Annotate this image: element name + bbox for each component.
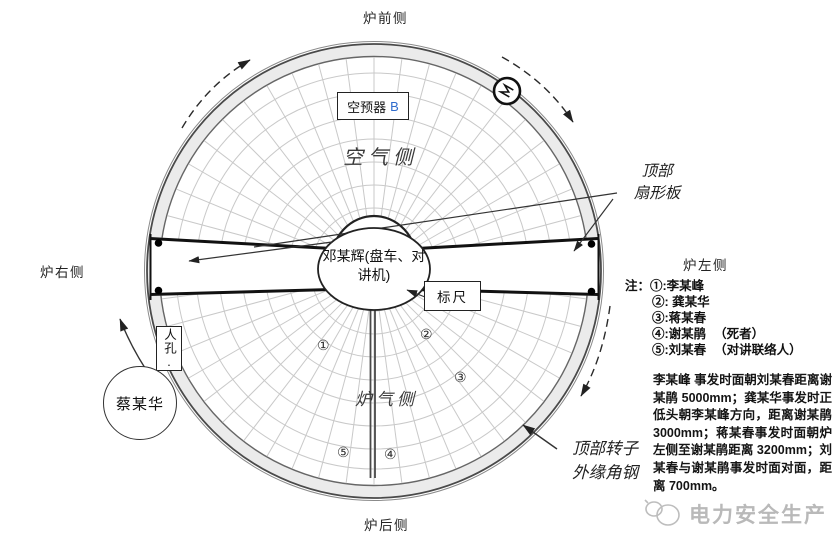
label-gas-side: 炉气侧: [355, 390, 418, 410]
label-furnace-rear: 炉后侧: [364, 518, 409, 533]
position-marker-2: ②: [420, 327, 433, 343]
air-preheater-name: 空预器: [347, 99, 387, 115]
distance-description: 李某峰 事发时面朝刘某春距离谢某鹃 5000mm；龚某华事发时正低头朝李某峰方向…: [653, 373, 832, 493]
rotor-edge-label: 顶部转子 外缘角钢: [572, 439, 638, 482]
legend-row: 注：①:李某峰: [625, 279, 705, 293]
label-furnace-front: 炉前侧: [363, 11, 408, 26]
brand-watermark: 电力安全生产: [689, 504, 827, 527]
ruler-pointer-arrow: [406, 289, 426, 298]
rotor-basket-grid: [160, 57, 588, 485]
label-furnace-right: 炉右侧: [40, 265, 85, 280]
rotor-outer-edge: [144, 41, 604, 501]
ruler-lines: [369, 309, 376, 478]
left-plate-arrow: [188, 241, 333, 264]
label-furnace-left: 炉左侧: [683, 258, 728, 273]
sector-plate-arrow: [573, 198, 614, 252]
position-marker-3: ③: [454, 370, 467, 386]
legend-notes: 注：①:李某峰 ②: 龚某华 ③:蒋某春 ④:谢某鹃 （死者） ⑤:刘某春 （对讲联…: [625, 278, 802, 358]
legend-row: ⑤:刘某春 （对讲联络人）: [652, 343, 802, 357]
legend-prefix: 注：: [625, 279, 651, 293]
motor-icon: [492, 76, 522, 106]
sector-plate-pointer-line: [253, 192, 618, 248]
position-marker-4: ④: [384, 447, 397, 463]
ruler-label-box: 标尺: [424, 281, 481, 311]
position-marker-5: ⑤: [337, 445, 350, 461]
rotor-edge-arrow: [522, 424, 558, 450]
position-marker-1: ①: [317, 338, 330, 354]
manhole-label-box: 人孔.: [156, 326, 182, 371]
air-preheater-box: 空预器 B: [337, 92, 409, 120]
legend-row: ③:蒋某春: [652, 311, 707, 325]
legend-row: ②: 龚某华: [652, 295, 710, 309]
center-person-label: 邓某辉(盘车、对讲机): [322, 248, 426, 283]
air-preheater-unit: B: [390, 98, 399, 114]
label-air-side: 空气侧: [343, 145, 418, 169]
brand-logo-icon: [644, 499, 680, 526]
person-circle: 蔡某华: [103, 366, 177, 440]
sector-plate-label: 顶部 扇形板: [633, 162, 681, 202]
center-label-ellipse: [317, 227, 431, 311]
legend-row: ④:谢某鹃 （死者）: [652, 327, 765, 341]
